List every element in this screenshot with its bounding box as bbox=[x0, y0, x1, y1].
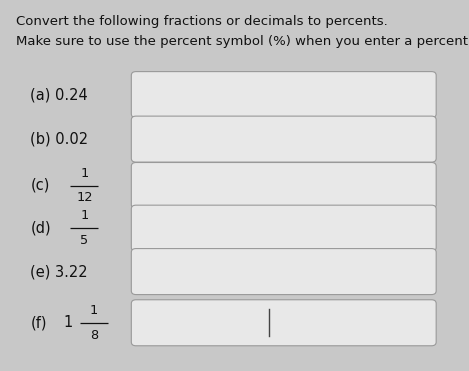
Text: (a) 0.24: (a) 0.24 bbox=[30, 87, 88, 102]
Text: (b) 0.02: (b) 0.02 bbox=[30, 132, 89, 147]
Text: 12: 12 bbox=[76, 191, 93, 204]
Text: (f): (f) bbox=[30, 315, 47, 330]
Text: 1: 1 bbox=[63, 315, 73, 330]
Text: 8: 8 bbox=[90, 328, 98, 342]
Text: Make sure to use the percent symbol (%) when you enter a percent.: Make sure to use the percent symbol (%) … bbox=[16, 35, 469, 48]
Text: 1: 1 bbox=[80, 167, 89, 180]
Text: (c): (c) bbox=[30, 178, 50, 193]
Text: 5: 5 bbox=[80, 234, 89, 247]
Text: (e) 3.22: (e) 3.22 bbox=[30, 264, 88, 279]
Text: 1: 1 bbox=[90, 304, 98, 317]
FancyBboxPatch shape bbox=[131, 116, 436, 162]
FancyBboxPatch shape bbox=[131, 72, 436, 118]
Text: (d): (d) bbox=[30, 221, 51, 236]
Text: Convert the following fractions or decimals to percents.: Convert the following fractions or decim… bbox=[16, 15, 388, 28]
FancyBboxPatch shape bbox=[131, 162, 436, 209]
FancyBboxPatch shape bbox=[131, 249, 436, 295]
FancyBboxPatch shape bbox=[131, 300, 436, 346]
FancyBboxPatch shape bbox=[131, 205, 436, 251]
Text: 1: 1 bbox=[80, 209, 89, 223]
